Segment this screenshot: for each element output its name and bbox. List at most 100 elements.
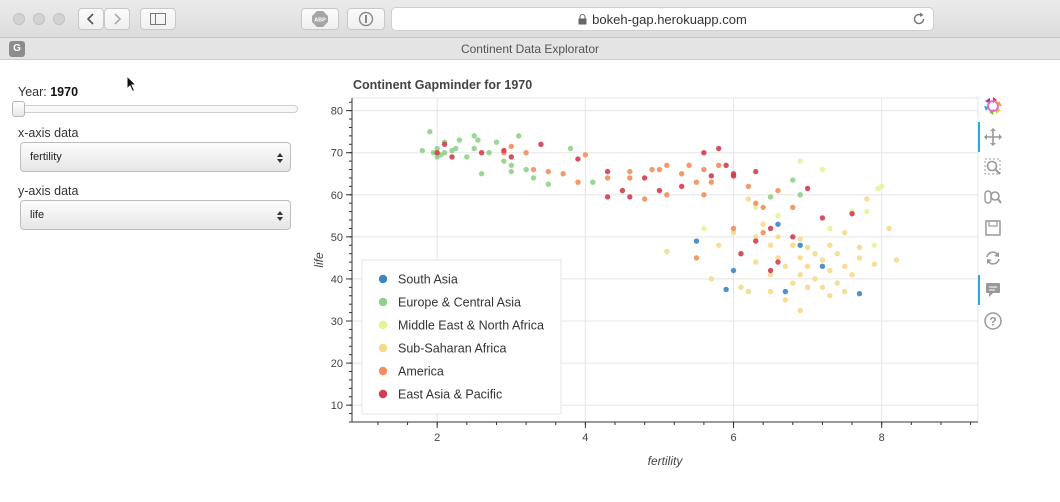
data-point [745, 196, 752, 202]
data-point [575, 179, 581, 185]
y-tick-label: 60 [331, 190, 343, 202]
data-point [782, 263, 789, 270]
data-point [730, 173, 737, 179]
y-tick-label: 70 [331, 148, 343, 160]
forward-button[interactable] [104, 8, 130, 30]
data-point [871, 242, 877, 248]
data-point [730, 225, 737, 232]
y-axis-title: life [312, 252, 326, 268]
data-point [738, 250, 744, 257]
tab-bar: Continent Data Explorator G [0, 38, 1060, 60]
wheel-zoom-icon[interactable] [983, 187, 1003, 207]
x-tick-label: 6 [730, 432, 736, 444]
box-zoom-icon[interactable] [983, 157, 1003, 177]
data-point [590, 179, 596, 185]
pan-icon[interactable] [983, 127, 1003, 147]
data-point [523, 166, 529, 173]
y-axis-select[interactable]: life [20, 200, 291, 230]
data-point [745, 183, 752, 190]
y-tick-label: 10 [331, 400, 343, 412]
legend-label: Sub-Saharan Africa [398, 342, 506, 356]
data-point [797, 192, 803, 198]
data-point [693, 238, 700, 244]
active-tool-indicator [978, 122, 980, 152]
legend-label: East Asia & Pacific [398, 388, 502, 402]
data-point [604, 194, 611, 200]
data-point [641, 175, 648, 181]
data-point [819, 257, 826, 263]
data-point [767, 194, 774, 200]
data-point [790, 204, 796, 211]
adblock-label: ABP [314, 18, 326, 24]
x-axis-select-value: fertility [30, 151, 62, 163]
y-tick-label: 30 [331, 316, 343, 328]
password-button[interactable] [347, 8, 385, 30]
data-point [464, 154, 470, 160]
data-point [560, 171, 566, 177]
address-bar[interactable]: bokeh-gap.herokuapp.com [391, 7, 934, 31]
legend-box [361, 259, 562, 415]
data-point [797, 255, 803, 261]
help-icon[interactable]: ? [983, 311, 1003, 331]
data-point [893, 257, 900, 263]
data-point [797, 236, 803, 242]
data-point [790, 177, 796, 183]
legend-label: South Asia [398, 273, 458, 287]
data-point [827, 242, 833, 248]
y-axis-label: y-axis data [18, 184, 79, 198]
x-axis-select[interactable]: fertility [20, 142, 291, 172]
data-point [790, 280, 796, 286]
reload-icon[interactable] [912, 12, 926, 26]
tab-title[interactable]: Continent Data Explorator [460, 42, 600, 56]
year-slider-handle[interactable] [12, 101, 25, 117]
data-point [760, 221, 766, 227]
data-point [723, 286, 729, 293]
data-point [453, 145, 459, 152]
zoom-window-button[interactable] [53, 13, 65, 25]
data-point [753, 259, 759, 265]
data-point [538, 141, 544, 147]
data-point [827, 225, 833, 232]
close-window-button[interactable] [13, 13, 25, 25]
data-point [841, 229, 848, 236]
scatter-plot[interactable]: 2 4 6 8 10 20 30 40 50 60 70 80 fertility life South … [300, 92, 980, 477]
data-point [664, 162, 670, 169]
y-axis-select-value: life [30, 209, 45, 221]
reset-icon[interactable] [983, 248, 1003, 268]
data-point [664, 248, 670, 255]
data-point [871, 261, 877, 267]
data-point [545, 168, 552, 175]
data-point [767, 242, 774, 248]
data-point [767, 272, 774, 278]
data-point [582, 152, 589, 158]
bokeh-logo-icon[interactable] [983, 96, 1003, 116]
axes-layer: 2 4 6 8 10 20 30 40 50 60 70 80 fertility life [312, 98, 978, 468]
data-point [804, 244, 811, 251]
data-point [819, 284, 826, 291]
year-value: 1970 [50, 85, 79, 99]
minimize-window-button[interactable] [33, 13, 45, 25]
data-point [834, 250, 840, 257]
back-button[interactable] [78, 8, 104, 30]
data-point [753, 200, 759, 206]
data-point [819, 263, 826, 270]
data-point [716, 162, 722, 169]
sidebar-toggle-button[interactable] [140, 8, 176, 30]
data-point [449, 154, 455, 160]
save-icon[interactable] [983, 218, 1003, 238]
legend-swatch [378, 320, 388, 330]
data-point [782, 297, 789, 303]
data-point [723, 162, 729, 169]
data-point [515, 133, 522, 139]
data-point [693, 255, 700, 261]
select-arrows-icon [277, 153, 283, 163]
hover-icon[interactable] [983, 280, 1003, 300]
data-point [834, 280, 840, 286]
data-point [441, 141, 448, 147]
data-point [493, 139, 500, 145]
data-point [849, 211, 855, 217]
data-point [716, 145, 722, 152]
year-slider-track[interactable] [18, 105, 298, 113]
adblock-button[interactable]: ABP [301, 8, 339, 30]
browser-toolbar: ABP bokeh-gap.herokuapp.com [0, 0, 1060, 38]
